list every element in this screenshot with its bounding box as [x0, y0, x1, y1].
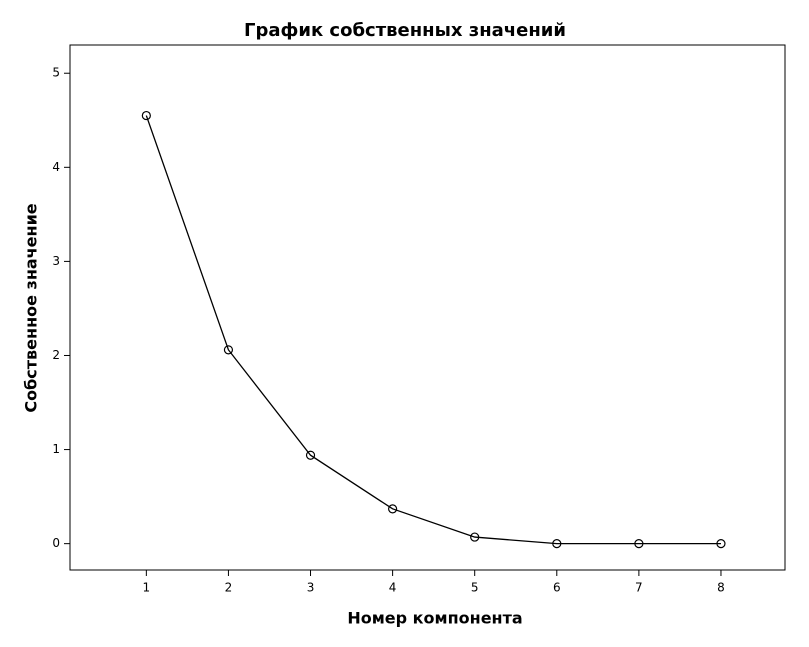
y-tick-label: 0	[52, 536, 60, 550]
y-tick-label: 4	[52, 160, 60, 174]
x-tick-label: 7	[635, 581, 643, 595]
x-tick-label: 5	[471, 581, 479, 595]
x-tick-label: 4	[389, 581, 397, 595]
x-tick-label: 8	[717, 581, 725, 595]
data-line	[145, 115, 721, 545]
data-point	[388, 504, 398, 514]
x-axis-title: Номер компонента	[347, 609, 522, 628]
data-point	[552, 539, 562, 549]
x-tick-label: 3	[307, 581, 315, 595]
x-tick-label: 2	[225, 581, 233, 595]
y-tick-label: 2	[52, 348, 60, 362]
data-point	[223, 345, 234, 355]
x-tick-label: 6	[553, 581, 561, 595]
x-tick-label: 1	[143, 581, 151, 595]
data-point	[141, 110, 151, 121]
data-point	[470, 532, 480, 542]
y-tick-label: 5	[52, 66, 60, 80]
y-axis-title: Собственное значение	[22, 203, 41, 412]
chart-title: График собственных значений	[244, 20, 566, 41]
y-tick-label: 1	[52, 442, 60, 456]
data-point	[716, 539, 726, 549]
data-point	[634, 539, 644, 549]
plot-frame	[69, 44, 786, 571]
data-point	[305, 450, 316, 460]
y-tick-label: 3	[52, 254, 60, 268]
